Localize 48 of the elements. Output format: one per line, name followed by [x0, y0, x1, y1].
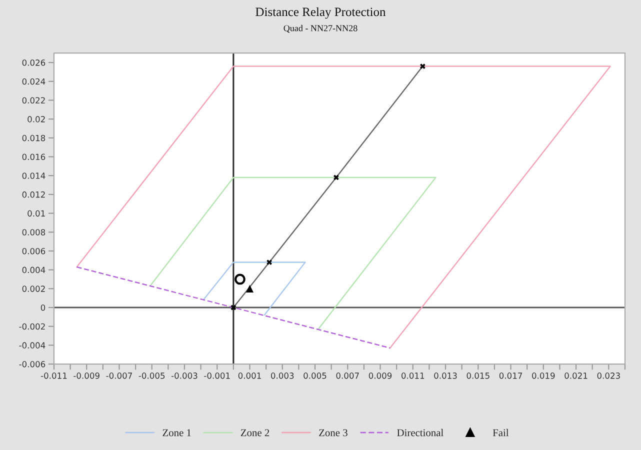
point [266, 260, 272, 265]
y-tick-label: 0.018 [22, 134, 46, 142]
x-tick-label: 0.001 [238, 372, 261, 379]
point [420, 64, 426, 69]
x-tick-label: -0.003 [171, 372, 198, 379]
legend-label: Zone 2 [240, 429, 270, 436]
x-tick-label: 0.023 [597, 372, 620, 379]
x-tick-label: 0.011 [402, 372, 424, 379]
y-tick-label: 0.02 [28, 116, 45, 122]
y-tick-label: -0.004 [19, 342, 46, 348]
point [234, 274, 246, 285]
x-tick-label: -0.011 [40, 372, 67, 379]
x-tick-label: 0.013 [434, 372, 457, 379]
x-tick-label: 0.017 [499, 372, 522, 379]
point [334, 174, 339, 180]
legend-label: Zone 3 [319, 429, 348, 436]
x-tick-label: 0.005 [304, 372, 326, 379]
legend-label: Directional [397, 428, 444, 436]
y-tick-label: 0.002 [22, 286, 45, 292]
y-tick-label: 0.006 [22, 248, 46, 254]
legend-label: Fail [492, 428, 509, 436]
x-tick-label: -0.007 [106, 372, 132, 379]
y-tick-label: -0.006 [19, 361, 46, 368]
x-tick-label: 0.021 [564, 372, 588, 379]
y-tick-label: 0.026 [22, 60, 46, 66]
y-tick-label: 0 [40, 304, 46, 311]
y-tick-label: 0.004 [22, 266, 46, 274]
y-tick-label: 0.022 [22, 97, 45, 104]
x-tick-label: 0.019 [532, 372, 555, 379]
y-tick-label: 0.012 [22, 191, 45, 198]
x-tick-label: 0.007 [336, 372, 359, 379]
chart-title: Distance Relay Protection [256, 7, 386, 19]
y-tick-label: 0.024 [22, 78, 46, 85]
point [230, 304, 236, 310]
y-tick-label: -0.002 [19, 323, 45, 330]
y-tick-label: 0.014 [22, 172, 46, 179]
x-tick-label: 0.015 [466, 372, 490, 379]
y-tick-label: 0.008 [22, 229, 46, 236]
chart-subtitle: Quad - NN27-NN28 [284, 24, 358, 33]
x-tick-label: 0.003 [270, 372, 294, 379]
y-tick-label: 0.01 [28, 210, 45, 217]
y-tick-label: 0.016 [22, 154, 46, 160]
x-tick-label: -0.009 [74, 372, 100, 379]
x-tick-label: -0.001 [204, 372, 230, 379]
point [246, 284, 254, 292]
legend-label: Zone 1 [162, 429, 191, 436]
x-tick-label: 0.009 [368, 372, 392, 379]
x-tick-label: -0.005 [138, 372, 165, 379]
